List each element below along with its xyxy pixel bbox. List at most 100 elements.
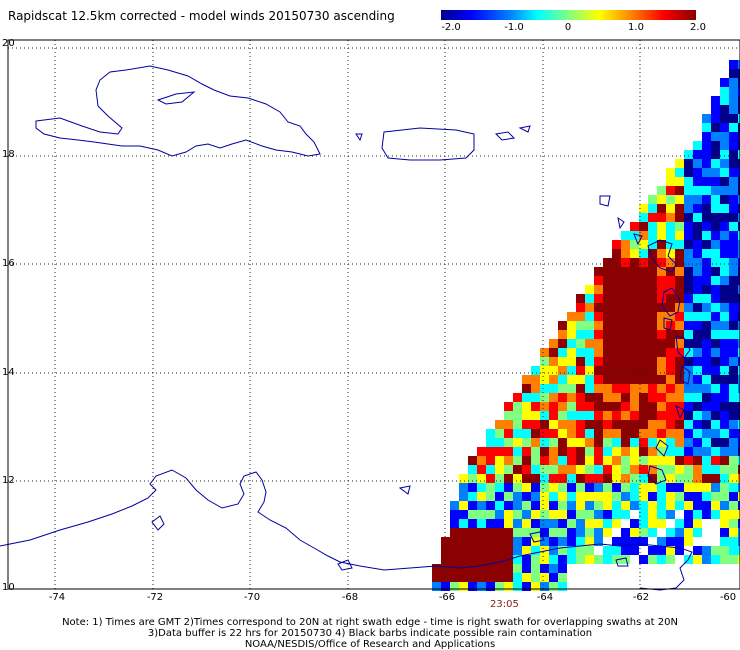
swath-cell (540, 573, 549, 582)
swath-cell (666, 357, 675, 366)
swath-cell (585, 393, 594, 402)
swath-cell (711, 501, 720, 510)
swath-cell (576, 393, 585, 402)
swath-cell (711, 420, 720, 429)
swath-cell (603, 384, 612, 393)
swath-cell (486, 546, 495, 555)
swath-cell (486, 501, 495, 510)
swath-cell (639, 483, 648, 492)
swath-cell (585, 339, 594, 348)
swath-cell (585, 348, 594, 357)
swath-cell (495, 546, 504, 555)
swath-cell (477, 501, 486, 510)
swath-cell (594, 348, 603, 357)
swath-cell (585, 411, 594, 420)
swath-cell (675, 330, 684, 339)
swath-cell (612, 546, 621, 555)
swath-cell (585, 492, 594, 501)
swath-cell (603, 402, 612, 411)
swath-cell (540, 492, 549, 501)
swath-cell (549, 519, 558, 528)
swath-cell (459, 573, 468, 582)
swath-cell (693, 402, 702, 411)
swath-cell (603, 465, 612, 474)
swath-cell (675, 186, 684, 195)
swath-cell (630, 411, 639, 420)
swath-cell (639, 303, 648, 312)
swath-cell (495, 582, 504, 591)
swath-cell (684, 438, 693, 447)
swath-cell (666, 213, 675, 222)
swath-cell (630, 456, 639, 465)
swath-cell (558, 546, 567, 555)
swath-cell (684, 258, 693, 267)
swath-cell (522, 402, 531, 411)
swath-cell (702, 258, 711, 267)
swath-cell (729, 447, 738, 456)
swath-cell (630, 474, 639, 483)
swath-cell (666, 240, 675, 249)
swath-cell (549, 357, 558, 366)
swath-cell (576, 339, 585, 348)
swath-cell (558, 339, 567, 348)
swath-cell (603, 303, 612, 312)
swath-cell (648, 357, 657, 366)
swath-cell (558, 510, 567, 519)
swath-cell (648, 447, 657, 456)
swath-cell (657, 330, 666, 339)
swath-cell (711, 150, 720, 159)
swath-cell (675, 366, 684, 375)
swath-cell (531, 393, 540, 402)
swath-cell (729, 177, 738, 186)
swath-cell (630, 249, 639, 258)
swath-cell (621, 438, 630, 447)
swath-cell (513, 483, 522, 492)
swath-cell (711, 339, 720, 348)
swath-cell (459, 519, 468, 528)
swath-cell (648, 321, 657, 330)
swath-cell (567, 384, 576, 393)
swath-cell (639, 240, 648, 249)
swath-cell (648, 411, 657, 420)
swath-cell (513, 528, 522, 537)
swath-cell (558, 429, 567, 438)
swath-cell (603, 393, 612, 402)
swath-cell (720, 195, 729, 204)
swath-cell (486, 465, 495, 474)
swath-cell (531, 501, 540, 510)
swath-cell (531, 384, 540, 393)
swath-cell (693, 312, 702, 321)
swath-cell (684, 195, 693, 204)
swath-cell (657, 348, 666, 357)
swath-cell (621, 465, 630, 474)
swath-cell (540, 366, 549, 375)
swath-cell (702, 222, 711, 231)
swath-cell (585, 303, 594, 312)
swath-cell (738, 222, 740, 231)
swath-cell (603, 276, 612, 285)
swath-cell (594, 519, 603, 528)
swath-cell (531, 564, 540, 573)
swath-cell (630, 519, 639, 528)
swath-cell (567, 411, 576, 420)
swath-cell (630, 501, 639, 510)
swath-cell (504, 402, 513, 411)
swath-cell (459, 564, 468, 573)
swath-cell (657, 519, 666, 528)
swath-cell (522, 438, 531, 447)
swath-cell (693, 294, 702, 303)
swath-cell (621, 447, 630, 456)
swath-cell (594, 276, 603, 285)
swath-cell (540, 483, 549, 492)
swath-cell (558, 357, 567, 366)
swath-cell (729, 87, 738, 96)
swath-cell (450, 555, 459, 564)
swath-cell (684, 411, 693, 420)
swath-cell (720, 303, 729, 312)
swath-cell (702, 510, 711, 519)
swath-cell (450, 519, 459, 528)
swath-cell (711, 267, 720, 276)
swath-cell (693, 267, 702, 276)
swath-cell (711, 357, 720, 366)
swath-cell (576, 501, 585, 510)
